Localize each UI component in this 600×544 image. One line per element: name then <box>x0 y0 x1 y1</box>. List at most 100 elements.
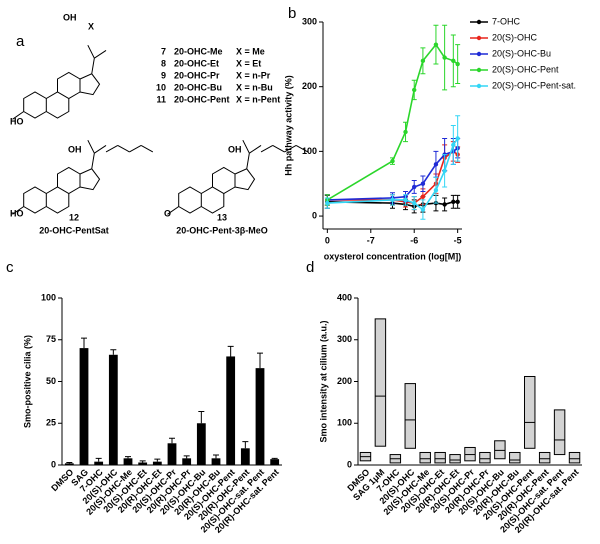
skeleton <box>167 139 309 215</box>
data-point <box>433 42 439 47</box>
box <box>524 375 536 449</box>
compound-name: 20-OHC-Bu <box>174 82 222 92</box>
error-bar <box>154 458 161 462</box>
box <box>568 451 581 464</box>
data-point <box>451 142 456 148</box>
compound-number: 10 <box>156 82 166 92</box>
bar <box>167 443 177 465</box>
box <box>509 451 521 464</box>
compound-substituent: X = n-Bu <box>236 82 273 92</box>
x-tick-label: -5 <box>454 235 462 245</box>
data-point <box>390 158 395 164</box>
compound-number: 11 <box>156 94 166 104</box>
y-tick-label: 100 <box>302 146 317 156</box>
bar <box>138 462 148 465</box>
bar <box>196 423 206 465</box>
data-point <box>455 136 460 141</box>
panel-label: d <box>306 259 314 276</box>
bar <box>108 354 118 465</box>
compound-name: 20-OHC-Pent <box>174 94 230 104</box>
x-tick-label: -7 <box>367 235 375 245</box>
error-bar <box>81 337 87 349</box>
x-tick-label: -6 <box>410 235 418 245</box>
bar <box>211 458 221 465</box>
compound-name: 20-OHC-Pr <box>174 70 220 80</box>
error-bar <box>271 457 278 460</box>
bar <box>94 461 104 465</box>
compound-name: 20-OHC-Et <box>174 58 219 68</box>
atom-label: HO <box>10 208 24 218</box>
compound-number: 9 <box>161 70 166 80</box>
y-tick-label: 50 <box>46 376 56 386</box>
error-bar <box>198 411 205 424</box>
atom-label: HO <box>10 116 24 126</box>
box <box>538 451 551 464</box>
panel-label: a <box>16 33 25 50</box>
data-point <box>325 200 330 206</box>
compound-substituent: X = Me <box>236 46 265 56</box>
atom-label: OH <box>63 12 77 22</box>
data-point <box>420 181 426 186</box>
compound-number: 13 <box>217 212 227 222</box>
data-point <box>420 207 426 212</box>
data-point <box>403 129 408 135</box>
data-point <box>455 61 460 67</box>
atom-label: OH <box>228 144 242 154</box>
box <box>434 451 446 464</box>
y-tick-label: 0 <box>51 459 56 469</box>
compound-name: 20-OHC-Pent-3β-MeO <box>176 225 268 235</box>
error-bar <box>139 460 146 463</box>
compound-name: 20-OHC-Me <box>174 46 223 56</box>
data-point <box>433 187 439 193</box>
bar <box>255 368 265 465</box>
bar <box>79 348 89 465</box>
box <box>449 454 461 464</box>
error-bar <box>110 349 117 355</box>
error-bar <box>242 441 249 449</box>
data-point <box>442 202 447 207</box>
y-tick-label: 100 <box>41 292 56 302</box>
error-bar <box>183 455 190 459</box>
bar <box>152 461 162 465</box>
data-point <box>433 162 439 167</box>
error-bar <box>227 345 234 357</box>
bar <box>64 463 74 465</box>
error-bar <box>169 437 175 444</box>
y-tick-label: 300 <box>337 334 352 344</box>
compound-number: 7 <box>161 46 166 56</box>
atom-label: OH <box>68 144 82 154</box>
box <box>419 451 431 464</box>
bar <box>123 458 133 465</box>
data-point <box>451 199 456 205</box>
data-point <box>412 87 417 93</box>
error-bar <box>125 456 131 459</box>
legend-marker <box>476 35 482 41</box>
y-tick-label: 0 <box>347 459 352 469</box>
legend-marker <box>476 51 482 57</box>
y-tick-label: 75 <box>46 334 56 344</box>
box <box>404 383 416 449</box>
error-bar <box>213 454 219 459</box>
error-bar <box>66 461 73 464</box>
panel-label: b <box>288 5 296 22</box>
error-bar <box>95 457 102 462</box>
atom-label: X <box>88 21 94 31</box>
y-axis-label: Hh pathway activity (%) <box>283 75 293 176</box>
legend-label: 20(S)-OHC-Bu <box>492 48 551 58</box>
data-point <box>442 55 447 60</box>
x-tick-label: 0 <box>325 235 330 245</box>
data-point <box>420 58 426 64</box>
data-point <box>442 168 447 173</box>
data-point <box>455 199 460 205</box>
legend-marker <box>476 83 482 89</box>
compound-substituent: X = n-Pr <box>236 70 271 80</box>
data-point <box>420 194 426 199</box>
compound-substituent: X = n-Pent <box>236 94 280 104</box>
y-tick-label: 200 <box>337 376 352 386</box>
y-tick-label: 400 <box>337 292 352 302</box>
error-bar <box>257 352 263 369</box>
box <box>479 451 491 464</box>
bar <box>226 356 236 465</box>
legend-label: 20(S)-OHC-Pent <box>492 64 559 74</box>
y-tick-label: 0 <box>312 210 317 220</box>
